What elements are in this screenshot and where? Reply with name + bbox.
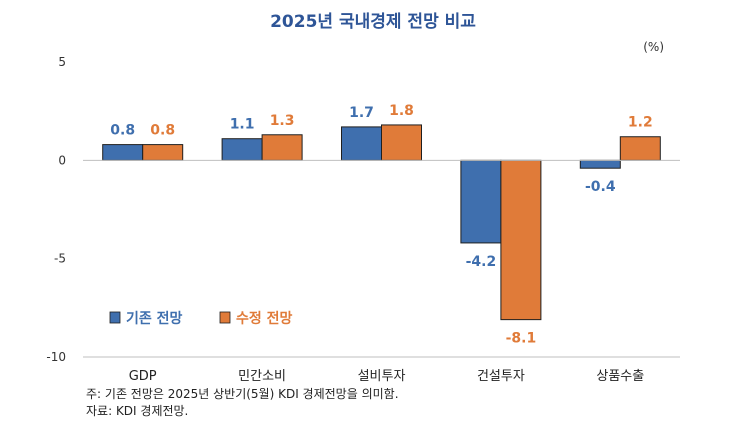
data-label: 1.2: [628, 115, 653, 131]
bar-revised-2: [261, 134, 303, 161]
bar-revised-1: [142, 144, 184, 161]
data-labels: 0.8 0.8 1.1 1.3 1.7 1.8 -4.2 -8.1 -0.4 1.2: [110, 103, 652, 347]
y-tick-label: -5: [54, 252, 66, 266]
x-tick-label: GDP: [129, 369, 157, 384]
data-label: 1.7: [349, 105, 374, 121]
note-data-source: 자료: KDI 경제전망.: [86, 404, 189, 418]
bar-baseline-3: [341, 126, 382, 161]
note-source-definition: 주: 기존 전망은 2025년 상반기(5월) KDI 경제전망을 의미함.: [86, 387, 399, 401]
data-label: -4.2: [466, 254, 497, 270]
x-tick-label: 건설투자: [477, 369, 525, 384]
data-label: 1.3: [270, 113, 295, 129]
legend-label-revised: 수정 전망: [236, 310, 293, 327]
bar-baseline-1: [102, 144, 144, 161]
legend-label-baseline: 기존 전망: [126, 310, 183, 327]
bar-revised-5: [619, 136, 661, 161]
data-label: -0.4: [585, 179, 616, 195]
y-tick-label: -10: [46, 350, 66, 364]
data-label: -8.1: [506, 331, 537, 347]
bar-baseline-2: [221, 138, 263, 161]
bar-revised-4: [500, 159, 542, 321]
bar-revised-3: [381, 124, 422, 161]
unit-label: (%): [643, 40, 664, 54]
chart-notes: 주: 기존 전망은 2025년 상반기(5월) KDI 경제전망을 의미함. 자…: [86, 386, 399, 420]
data-label: 1.8: [389, 103, 414, 119]
legend-swatch-revised: [219, 311, 231, 324]
x-axis: GDP 민간소비 설비투자 건설투자 상품수출: [129, 369, 645, 384]
bar-baseline-4: [460, 159, 502, 244]
chart-title: 2025년 국내경제 전망 비교: [270, 12, 476, 32]
y-axis: 5 0 -5 -10: [46, 55, 66, 364]
data-label: 0.8: [150, 123, 175, 139]
y-tick-label: 5: [58, 55, 66, 69]
data-label: 1.1: [230, 117, 255, 133]
bar-baseline-5: [579, 159, 621, 169]
bars: [102, 124, 661, 321]
x-tick-label: 설비투자: [358, 369, 406, 384]
legend: 기존 전망 수정 전망: [109, 310, 293, 327]
legend-swatch-baseline: [109, 311, 121, 324]
x-tick-label: 상품수출: [596, 369, 644, 384]
y-tick-label: 0: [58, 153, 66, 167]
data-label: 0.8: [110, 123, 135, 139]
x-tick-label: 민간소비: [238, 369, 286, 384]
axes: [83, 159, 680, 358]
